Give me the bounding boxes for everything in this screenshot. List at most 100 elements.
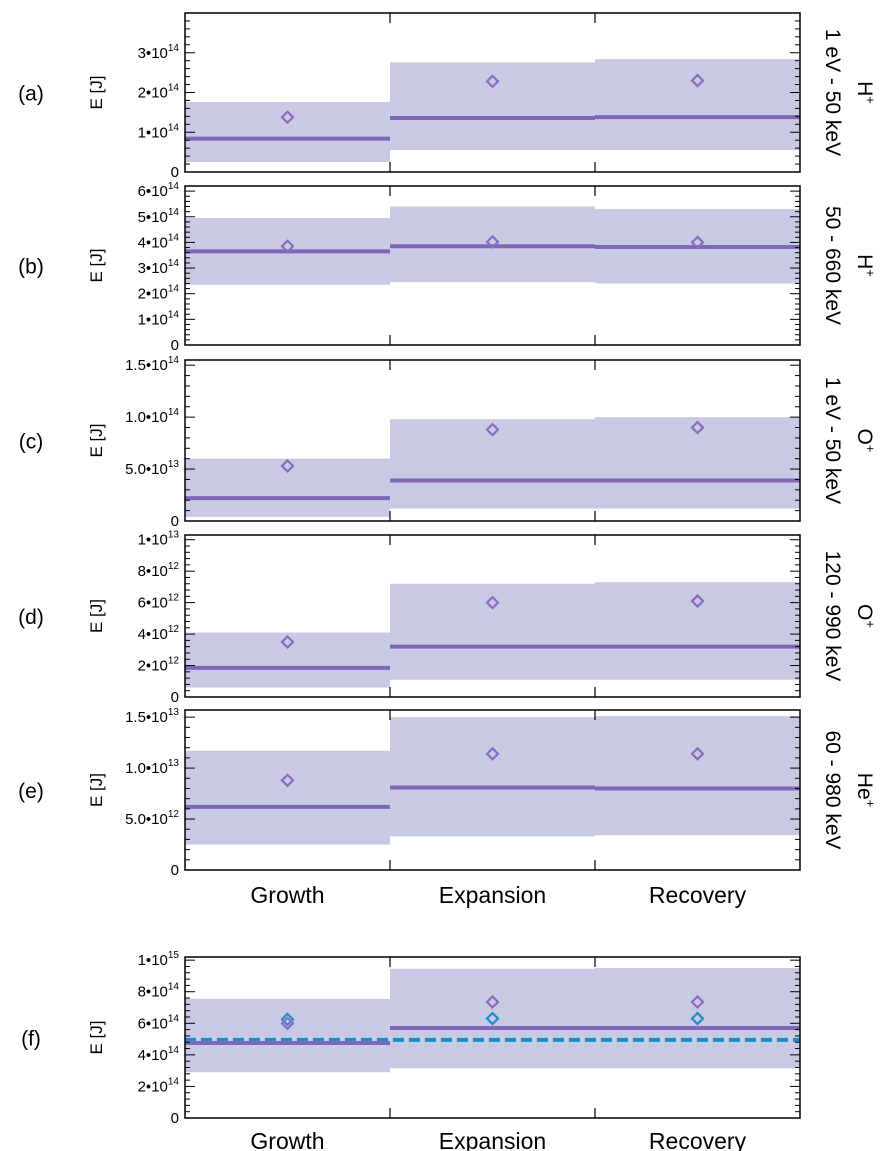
mean-a-1: [485, 74, 500, 89]
band-e-1: [390, 717, 595, 837]
band-d-0: [185, 632, 390, 688]
y-axis-title: E [J]: [87, 75, 106, 109]
ytick-label: 6•1014: [138, 181, 180, 200]
band-a-2: [595, 59, 800, 151]
frame-b: [184, 185, 801, 346]
ytick-label: 2•1012: [138, 656, 180, 675]
mean2-f-1: [485, 1011, 500, 1026]
ytick-label: 1•1014: [138, 122, 180, 141]
energy-range-label: 1 eV - 50 keV: [821, 377, 844, 504]
mean-e-2: [690, 746, 705, 761]
panel-letter: (e): [18, 780, 44, 803]
band-c-2: [595, 417, 800, 509]
mean-b-1: [485, 234, 500, 249]
mean-d-2: [690, 594, 705, 609]
ion-label: O+: [853, 604, 878, 628]
ytick-label: 1•1015: [138, 950, 180, 969]
mean-d-1: [485, 595, 500, 610]
panel-letter: (c): [19, 431, 44, 454]
mean-c-0: [280, 458, 295, 474]
y-axis-title: E [J]: [87, 423, 106, 457]
energy-range-label: 120 - 990 keV: [821, 551, 844, 682]
category-label: Expansion: [439, 882, 546, 908]
panel-a: 0 1•1014 2•1014 3•1014 E [J] (a) 1 eV - 50 keV…: [18, 12, 878, 181]
ytick-label: 0: [171, 689, 179, 706]
frame-e: [184, 709, 801, 871]
band-d-2: [595, 582, 800, 680]
ytick-label: 2•1014: [138, 1076, 180, 1095]
ytick-label: 3•1014: [138, 43, 180, 62]
mean-f-2: [690, 994, 705, 1010]
y-axis-title: E [J]: [87, 773, 106, 807]
mean-b-0: [280, 239, 295, 254]
mean-c-1: [485, 422, 500, 437]
ion-label: H+: [853, 254, 878, 277]
mean-a-2: [690, 73, 705, 88]
mean-e-0: [280, 773, 295, 788]
band-e-0: [185, 750, 390, 845]
ytick-label: 0: [171, 513, 179, 530]
ytick-label: 4•1014: [138, 232, 180, 251]
ytick-label: 1.5•1013: [125, 707, 179, 726]
ytick-label: 0: [171, 164, 179, 181]
ytick-label: 5.0•1012: [125, 809, 179, 828]
band-f-2: [595, 968, 800, 1069]
band-f-1: [390, 968, 595, 1069]
ytick-label: 8•1014: [138, 982, 180, 1001]
panel-letter: (a): [18, 83, 44, 106]
ytick-label: 1•1013: [138, 530, 180, 549]
ytick-label: 6•1012: [138, 593, 180, 612]
mean-b-2: [690, 235, 705, 250]
panel-b: 0 1•1014 2•1014 3•1014 4•1014 5•1014 6•1014 E […: [18, 181, 878, 354]
mean-f-0: [280, 1016, 295, 1031]
ytick-label: 0: [171, 862, 179, 879]
category-label: Expansion: [439, 1128, 546, 1151]
ytick-label: 6•1014: [138, 1013, 180, 1032]
panel-d: 0 2•1012 4•1012 6•1012 8•1012 1•1013 E [J] (d) 1…: [18, 530, 878, 706]
ytick-label: 8•1012: [138, 561, 180, 580]
ytick-label: 4•1012: [138, 624, 180, 643]
energy-range-label: 1 eV - 50 keV: [821, 29, 844, 156]
panel-letter: (d): [18, 606, 44, 629]
mean2-f-0: [280, 1012, 295, 1027]
frame-f: [184, 956, 801, 1119]
mean2-f-2: [690, 1011, 705, 1026]
ytick-label: 1.0•1013: [125, 758, 179, 777]
ion-label: H+: [853, 81, 878, 104]
category-label: Recovery: [649, 882, 747, 908]
category-label: Recovery: [649, 1128, 747, 1151]
mean-a-0: [280, 110, 295, 125]
frame-c: [184, 359, 801, 522]
ytick-label: 0: [171, 337, 179, 354]
panel-c: 0 5.0•1013 1.0•1014 1.5•1014 E [J] (c) 1 eV - …: [19, 355, 878, 530]
ion-label: He+: [853, 773, 878, 807]
band-f-0: [185, 998, 390, 1073]
y-axis-title: E [J]: [87, 599, 106, 633]
panel-letter: (b): [18, 256, 44, 279]
ytick-label: 1.0•1014: [125, 407, 179, 426]
frame-d: [184, 534, 801, 698]
mean-f-1: [485, 994, 500, 1010]
panel-letter: (f): [21, 1028, 41, 1051]
y-axis-title: E [J]: [87, 1020, 106, 1054]
mean-e-1: [485, 746, 500, 761]
ytick-label: 0: [171, 1110, 179, 1127]
ytick-label: 3•1014: [138, 258, 180, 277]
energy-range-label: 50 - 660 keV: [821, 206, 844, 325]
band-c-1: [390, 419, 595, 509]
panel-f: 0 2•1014 4•1014 6•1014 8•1014 1•1015 E [J] (f): [21, 950, 801, 1127]
ytick-label: 2•1014: [138, 284, 180, 303]
energy-range-label: 60 - 980 keV: [821, 730, 844, 849]
panel-e: 0 5.0•1012 1.0•1013 1.5•1013 E [J] (e) 60 - 98…: [18, 707, 878, 879]
band-c-0: [185, 458, 390, 517]
category-label: Growth: [250, 882, 324, 908]
ytick-label: 4•1014: [138, 1045, 180, 1064]
ytick-label: 2•1014: [138, 83, 180, 102]
mean-c-2: [690, 420, 705, 435]
ytick-label: 5.0•1013: [125, 459, 179, 478]
mean-d-0: [280, 634, 295, 650]
ytick-label: 1•1014: [138, 309, 180, 328]
ytick-label: 1.5•1014: [125, 355, 179, 374]
y-axis-title: E [J]: [87, 248, 106, 282]
